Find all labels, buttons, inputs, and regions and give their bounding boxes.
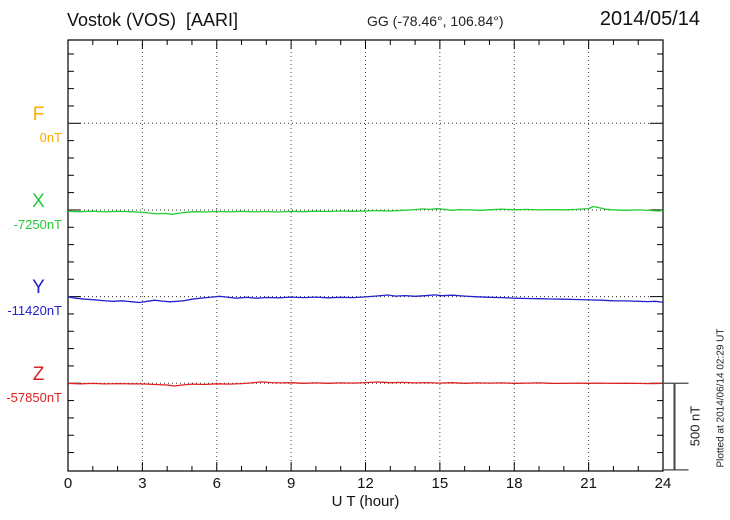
x-axis-tick-label: 9: [287, 475, 295, 492]
x-axis-title: U T (hour): [331, 493, 400, 510]
x-axis-tick-label: 18: [506, 475, 523, 492]
x-axis-tick-label: 0: [64, 475, 72, 492]
x-axis-tick-label: 24: [655, 475, 672, 492]
channel-Z-baseline: -57850nT: [6, 390, 62, 405]
channel-F-baseline: 0nT: [39, 130, 62, 145]
scale-bar-label: 500 nT: [687, 405, 703, 447]
x-axis-tick-label: 15: [432, 475, 449, 492]
channel-F-label: F: [32, 104, 45, 125]
trace-Y: [67, 294, 664, 304]
trace-Z: [67, 381, 664, 387]
x-axis-tick-label: 6: [213, 475, 221, 492]
station-coordinates: GG (-78.46°, 106.84°): [367, 13, 504, 29]
plot-timestamp-note: Plotted at 2014/06/14 02:29 UT: [715, 328, 727, 468]
channel-X-baseline: -7250nT: [13, 217, 62, 232]
x-axis-tick-label: 12: [357, 475, 374, 492]
channel-Y-baseline: -11420nT: [7, 303, 62, 318]
plot-date: 2014/05/14: [599, 8, 700, 30]
channel-Z-label: Z: [32, 364, 45, 385]
x-axis-tick-label: 3: [138, 475, 146, 492]
trace-X: [67, 205, 664, 215]
channel-Y-label: Y: [32, 277, 45, 298]
page-title: Vostok (VOS) [AARI]: [67, 10, 239, 30]
x-axis-tick-label: 21: [580, 475, 597, 492]
channel-X-label: X: [32, 191, 45, 212]
